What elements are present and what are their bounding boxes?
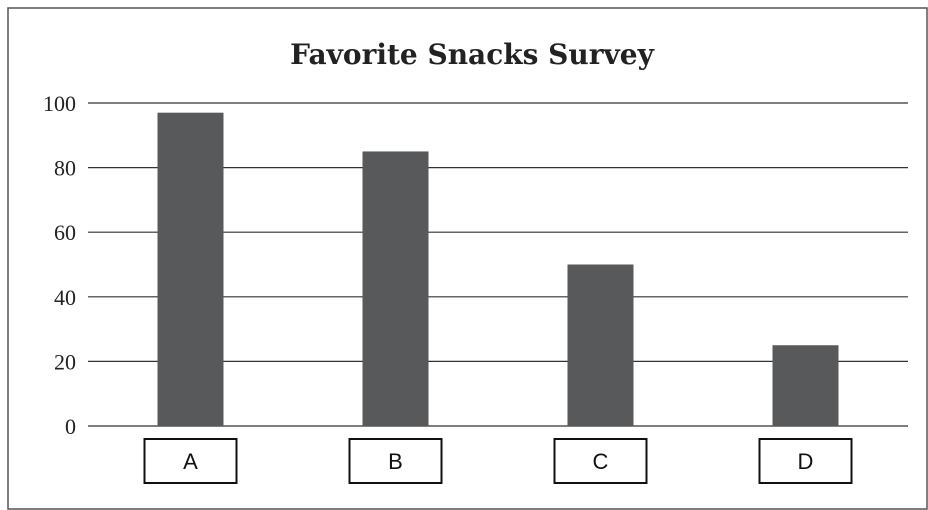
- bar-D: [772, 345, 839, 426]
- bar-A: [157, 112, 224, 426]
- bar-C: [567, 264, 634, 426]
- y-tick-label-20: 20: [54, 349, 76, 374]
- category-label-A: A: [183, 449, 198, 474]
- category-box-A: [143, 438, 238, 484]
- category-D: D: [758, 438, 853, 484]
- y-axis-ticks: 0 20 40 60 80 100: [43, 91, 76, 439]
- category-C: C: [553, 438, 648, 484]
- category-B: B: [348, 438, 443, 484]
- category-label-B: B: [388, 449, 403, 474]
- y-tick-label-80: 80: [54, 156, 76, 181]
- category-box-B: [348, 438, 443, 484]
- chart-title: Favorite Snacks Survey: [290, 38, 654, 71]
- y-tick-label-0: 0: [65, 414, 76, 439]
- category-box-D: [758, 438, 853, 484]
- y-tick-label-100: 100: [43, 91, 76, 116]
- category-label-C: C: [593, 449, 609, 474]
- gridlines: [88, 102, 908, 427]
- y-tick-label-60: 60: [54, 220, 76, 245]
- category-label-D: D: [798, 449, 814, 474]
- chart-border: [7, 7, 928, 510]
- category-A: A: [143, 438, 238, 484]
- category-box-C: [553, 438, 648, 484]
- bars: [157, 112, 839, 426]
- category-labels: A B C D: [143, 438, 853, 484]
- y-tick-label-40: 40: [54, 285, 76, 310]
- bar-B: [362, 151, 429, 426]
